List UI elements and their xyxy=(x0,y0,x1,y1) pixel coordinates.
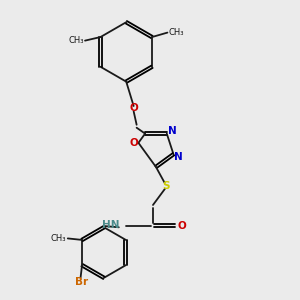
Text: Br: Br xyxy=(75,277,88,287)
Text: CH₃: CH₃ xyxy=(169,28,184,37)
Text: O: O xyxy=(129,103,138,113)
Text: O: O xyxy=(177,221,186,231)
Text: HN: HN xyxy=(102,220,119,230)
Text: N: N xyxy=(174,152,183,162)
Text: S: S xyxy=(163,181,170,191)
Text: O: O xyxy=(130,138,138,148)
Text: CH₃: CH₃ xyxy=(68,36,83,45)
Text: N: N xyxy=(168,126,176,136)
Text: CH₃: CH₃ xyxy=(51,234,66,243)
